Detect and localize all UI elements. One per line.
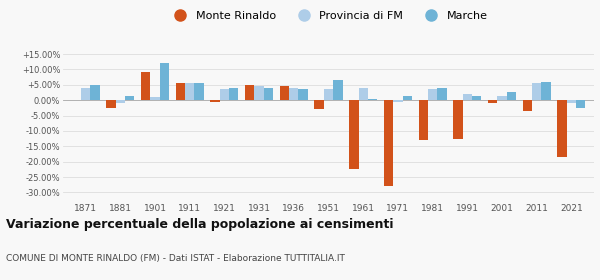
Bar: [488, 100, 497, 103]
Bar: [333, 80, 343, 100]
Bar: [141, 73, 150, 100]
Bar: [541, 82, 551, 100]
Bar: [349, 100, 359, 169]
Bar: [557, 100, 567, 157]
Bar: [419, 100, 428, 140]
Bar: [229, 88, 238, 100]
Bar: [150, 97, 160, 100]
Bar: [324, 89, 333, 100]
Bar: [576, 100, 586, 108]
Bar: [160, 63, 169, 100]
Bar: [280, 86, 289, 100]
Bar: [125, 95, 134, 100]
Bar: [359, 88, 368, 100]
Bar: [523, 100, 532, 111]
Bar: [116, 100, 125, 103]
Bar: [384, 100, 393, 186]
Bar: [532, 83, 541, 100]
Bar: [497, 95, 507, 100]
Legend: Monte Rinaldo, Provincia di FM, Marche: Monte Rinaldo, Provincia di FM, Marche: [165, 6, 492, 25]
Bar: [81, 88, 90, 100]
Bar: [220, 89, 229, 100]
Bar: [453, 100, 463, 139]
Bar: [437, 88, 446, 100]
Bar: [393, 100, 403, 102]
Bar: [90, 85, 100, 100]
Text: Variazione percentuale della popolazione ai censimenti: Variazione percentuale della popolazione…: [6, 218, 394, 231]
Bar: [211, 100, 220, 102]
Bar: [245, 85, 254, 100]
Bar: [428, 89, 437, 100]
Bar: [185, 83, 194, 100]
Bar: [176, 83, 185, 100]
Bar: [298, 89, 308, 100]
Bar: [472, 95, 481, 100]
Bar: [403, 95, 412, 100]
Bar: [507, 92, 516, 100]
Bar: [289, 88, 298, 100]
Text: COMUNE DI MONTE RINALDO (FM) - Dati ISTAT - Elaborazione TUTTITALIA.IT: COMUNE DI MONTE RINALDO (FM) - Dati ISTA…: [6, 254, 345, 263]
Bar: [106, 100, 116, 108]
Bar: [463, 94, 472, 100]
Bar: [264, 88, 273, 100]
Bar: [567, 100, 576, 103]
Bar: [368, 99, 377, 100]
Bar: [254, 86, 264, 100]
Bar: [314, 100, 324, 109]
Bar: [194, 83, 204, 100]
